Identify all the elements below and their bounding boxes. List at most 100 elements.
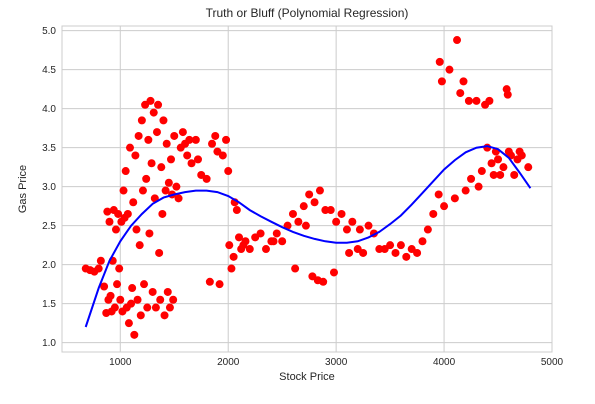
data-point	[167, 155, 175, 163]
data-point	[183, 151, 191, 159]
data-point	[150, 109, 158, 117]
data-point	[169, 296, 177, 304]
y-tick-label: 3.0	[42, 182, 56, 193]
y-tick-label: 1.5	[42, 299, 56, 310]
chart-title: Truth or Bluff (Polynomial Regression)	[206, 6, 409, 20]
data-point	[219, 151, 227, 159]
data-point	[459, 77, 467, 85]
y-tick-label: 2.5	[42, 221, 56, 232]
data-point	[136, 241, 144, 249]
data-point	[343, 226, 351, 234]
data-point	[311, 198, 319, 206]
data-point	[222, 136, 230, 144]
data-point	[97, 257, 105, 265]
data-point	[125, 319, 133, 327]
data-point	[158, 210, 166, 218]
data-point	[126, 144, 134, 152]
data-point	[262, 245, 270, 253]
data-point	[246, 245, 254, 253]
data-point	[113, 280, 121, 288]
data-point	[233, 206, 241, 214]
data-point	[436, 58, 444, 66]
data-point	[478, 167, 486, 175]
data-point	[166, 304, 174, 312]
data-point	[451, 194, 459, 202]
data-point	[332, 218, 340, 226]
data-point	[424, 226, 432, 234]
x-tick-label: 2000	[217, 357, 240, 368]
data-point	[291, 265, 299, 273]
data-point	[156, 296, 164, 304]
data-point	[438, 77, 446, 85]
data-point	[148, 159, 156, 167]
data-point	[95, 265, 103, 273]
data-point	[494, 155, 502, 163]
data-point	[327, 206, 335, 214]
x-tick-label: 3000	[325, 357, 348, 368]
data-point	[137, 311, 145, 319]
data-point	[203, 175, 211, 183]
data-point	[129, 198, 137, 206]
data-point	[159, 116, 167, 124]
data-point	[225, 241, 233, 249]
data-point	[359, 249, 367, 257]
y-tick-label: 5.0	[42, 26, 56, 37]
data-point	[453, 36, 461, 44]
data-point	[413, 249, 421, 257]
data-point	[211, 132, 219, 140]
y-tick-label: 3.5	[42, 143, 56, 154]
data-point	[386, 241, 394, 249]
x-tick-label: 4000	[433, 357, 456, 368]
data-point	[192, 136, 200, 144]
data-point	[224, 167, 232, 175]
data-point	[467, 175, 475, 183]
data-point	[257, 229, 265, 237]
data-point	[143, 304, 151, 312]
data-point	[504, 91, 512, 99]
data-point	[135, 132, 143, 140]
data-point	[273, 229, 281, 237]
data-point	[227, 265, 235, 273]
data-point	[142, 175, 150, 183]
data-point	[144, 136, 152, 144]
y-axis-label: Gas Price	[17, 165, 29, 213]
data-point	[241, 237, 249, 245]
y-tick-label: 2.0	[42, 260, 56, 271]
data-point	[206, 278, 214, 286]
data-point	[440, 202, 448, 210]
data-point	[496, 171, 504, 179]
data-point	[208, 140, 216, 148]
data-point	[475, 183, 483, 191]
data-point	[402, 253, 410, 261]
data-point	[105, 218, 113, 226]
data-point	[138, 116, 146, 124]
data-point	[165, 179, 173, 187]
data-point	[445, 66, 453, 74]
data-point	[163, 140, 171, 148]
data-point	[300, 202, 308, 210]
data-point	[107, 292, 115, 300]
data-point	[132, 226, 140, 234]
data-point	[345, 249, 353, 257]
data-point	[149, 288, 157, 296]
data-point	[172, 183, 180, 191]
data-point	[392, 249, 400, 257]
data-point	[194, 155, 202, 163]
y-tick-label: 4.5	[42, 65, 56, 76]
x-axis-label: Stock Price	[279, 371, 335, 383]
data-point	[122, 167, 130, 175]
y-tick-label: 4.0	[42, 104, 56, 115]
data-point	[120, 187, 128, 195]
data-point	[348, 218, 356, 226]
data-point	[175, 194, 183, 202]
data-point	[289, 210, 297, 218]
data-point	[278, 237, 286, 245]
data-point	[230, 253, 238, 261]
data-point	[153, 128, 161, 136]
data-point	[472, 97, 480, 105]
data-point	[435, 190, 443, 198]
data-point	[397, 241, 405, 249]
